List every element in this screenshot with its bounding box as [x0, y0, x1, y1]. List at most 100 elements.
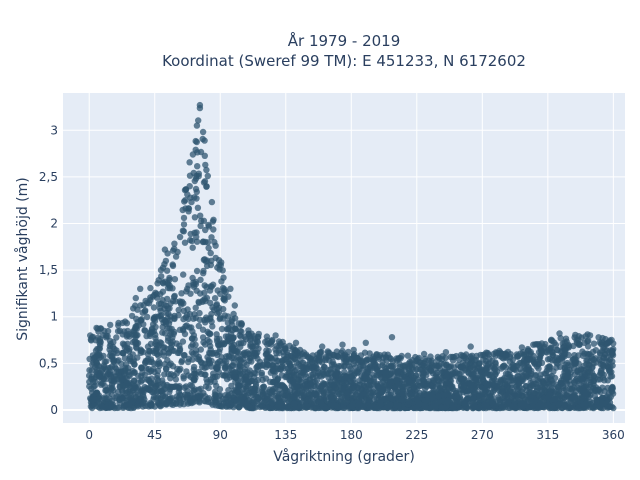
- data-point: [167, 400, 175, 408]
- data-point: [483, 365, 490, 372]
- data-point: [176, 384, 183, 392]
- outlier-point: [193, 122, 201, 129]
- data-point: [201, 341, 209, 348]
- data-point: [291, 371, 298, 379]
- data-point: [304, 396, 312, 404]
- data-point: [353, 368, 360, 375]
- data-point: [582, 393, 589, 401]
- data-point: [163, 267, 171, 274]
- data-point: [209, 323, 216, 330]
- data-point: [224, 399, 232, 406]
- data-point: [599, 361, 606, 368]
- data-point: [87, 332, 94, 339]
- data-point: [576, 385, 583, 393]
- data-point: [446, 387, 453, 394]
- data-point: [147, 330, 154, 338]
- y-tick-label: 2,5: [39, 170, 58, 184]
- outlier-point: [530, 341, 537, 348]
- data-point: [501, 374, 508, 382]
- data-point: [197, 212, 204, 219]
- data-point: [164, 356, 171, 364]
- y-tick-label: 2: [50, 217, 58, 231]
- data-point: [599, 334, 606, 342]
- data-point: [364, 380, 371, 388]
- x-tick-label: 135: [274, 428, 297, 442]
- data-point: [152, 383, 159, 390]
- data-point: [193, 195, 200, 202]
- data-point: [328, 396, 335, 403]
- data-point: [604, 404, 612, 411]
- x-tick-label: 360: [602, 428, 625, 442]
- data-point: [262, 338, 269, 346]
- data-point: [213, 302, 220, 309]
- data-point: [168, 341, 175, 348]
- data-point: [321, 363, 328, 371]
- outlier-point: [442, 349, 450, 356]
- data-point: [342, 399, 350, 406]
- data-point: [109, 397, 116, 404]
- data-point: [432, 403, 439, 411]
- data-point: [567, 403, 574, 411]
- y-tick-label: 0,5: [39, 356, 58, 370]
- data-point: [194, 149, 201, 156]
- data-point: [412, 404, 420, 411]
- data-point: [293, 359, 300, 366]
- data-point: [170, 372, 177, 379]
- data-point: [188, 237, 196, 245]
- chart-title-line-1: År 1979 - 2019: [288, 31, 401, 50]
- data-point: [525, 397, 532, 405]
- data-point: [205, 384, 212, 392]
- data-point: [205, 221, 212, 229]
- data-point: [243, 385, 250, 392]
- data-point: [126, 372, 133, 380]
- data-point: [423, 383, 430, 390]
- outlier-point: [519, 349, 527, 356]
- data-point: [252, 404, 259, 411]
- data-point: [260, 383, 267, 391]
- outlier-point: [272, 332, 279, 339]
- data-point: [188, 335, 196, 342]
- data-point: [201, 393, 209, 400]
- data-point: [191, 377, 198, 384]
- data-point: [201, 178, 209, 185]
- data-point: [499, 388, 506, 396]
- data-point: [179, 325, 187, 333]
- data-point: [562, 347, 569, 354]
- data-point: [196, 309, 203, 317]
- data-point: [438, 369, 445, 376]
- data-point: [114, 328, 122, 335]
- data-point: [195, 392, 202, 400]
- data-point: [365, 385, 373, 392]
- data-point: [206, 349, 213, 357]
- data-point: [355, 381, 363, 389]
- data-point: [185, 372, 192, 379]
- data-point: [597, 340, 605, 347]
- data-point: [529, 378, 537, 385]
- data-point: [571, 360, 579, 368]
- data-point: [430, 377, 438, 384]
- data-point: [379, 362, 386, 369]
- data-point: [278, 390, 286, 397]
- data-point: [183, 288, 190, 295]
- data-point: [211, 395, 218, 402]
- data-point: [405, 398, 413, 405]
- data-point: [252, 383, 259, 390]
- data-point: [208, 234, 215, 241]
- data-point: [214, 360, 221, 368]
- data-point: [192, 185, 200, 193]
- data-point: [440, 385, 447, 392]
- data-point: [362, 390, 369, 397]
- data-point: [584, 343, 592, 350]
- data-point: [609, 358, 616, 365]
- data-point: [312, 404, 319, 412]
- data-point: [349, 402, 356, 409]
- data-point: [568, 388, 575, 395]
- data-point: [123, 389, 130, 397]
- data-point: [586, 350, 593, 358]
- data-point: [150, 389, 157, 396]
- data-point: [438, 360, 445, 367]
- data-point: [113, 334, 120, 341]
- data-point: [163, 295, 171, 303]
- data-point: [216, 391, 224, 399]
